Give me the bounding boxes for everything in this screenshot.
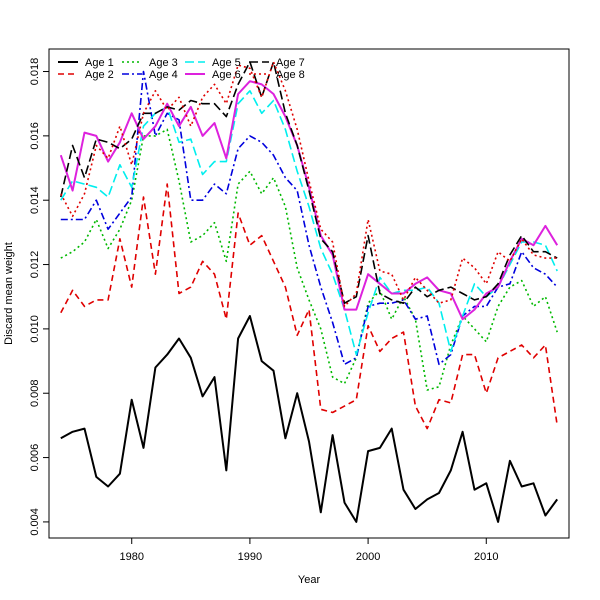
series-layer [59, 61, 559, 523]
y-tick-label: 0.010 [29, 315, 41, 343]
x-tick-label: 2010 [474, 551, 498, 563]
y-tick-label: 0.006 [29, 444, 41, 472]
legend-label-age-8: Age 8 [276, 69, 305, 81]
x-tick-label: 2000 [356, 551, 380, 563]
legend-label-age-7: Age 7 [276, 57, 305, 69]
y-axis-label: Discard mean weight [3, 242, 15, 345]
x-axis: 1980 1990 2000 2010 [119, 538, 499, 563]
legend-label-age-5: Age 5 [212, 57, 241, 69]
y-tick-label: 0.008 [29, 379, 41, 407]
series-line-age-4 [60, 70, 558, 366]
x-axis-label: Year [298, 574, 321, 586]
series-line-age-2 [60, 183, 558, 430]
legend-label-age-4: Age 4 [149, 69, 178, 81]
series-line-age-3 [60, 128, 558, 391]
y-tick-label: 0.014 [29, 186, 41, 214]
y-axis: 0.004 0.006 0.008 0.010 0.012 0.014 0.016 0.018 [29, 58, 49, 536]
y-tick-label: 0.018 [29, 58, 41, 86]
x-tick-label: 1990 [238, 551, 262, 563]
legend-label-age-3: Age 3 [149, 57, 178, 69]
y-tick-label: 0.012 [29, 251, 41, 279]
series-line-age-8 [60, 61, 558, 308]
series-line-age-1 [60, 315, 559, 523]
series-line-age-5 [60, 90, 558, 356]
legend-label-age-2: Age 2 [85, 69, 114, 81]
x-tick-label: 1980 [119, 551, 143, 563]
plot-area-frame [48, 48, 570, 539]
y-tick-label: 0.004 [29, 508, 41, 536]
legend-label-age-6: Age 6 [212, 69, 241, 81]
series-line-age-6 [59, 80, 559, 321]
legend-label-age-1: Age 1 [85, 57, 114, 69]
y-tick-label: 0.016 [29, 122, 41, 150]
